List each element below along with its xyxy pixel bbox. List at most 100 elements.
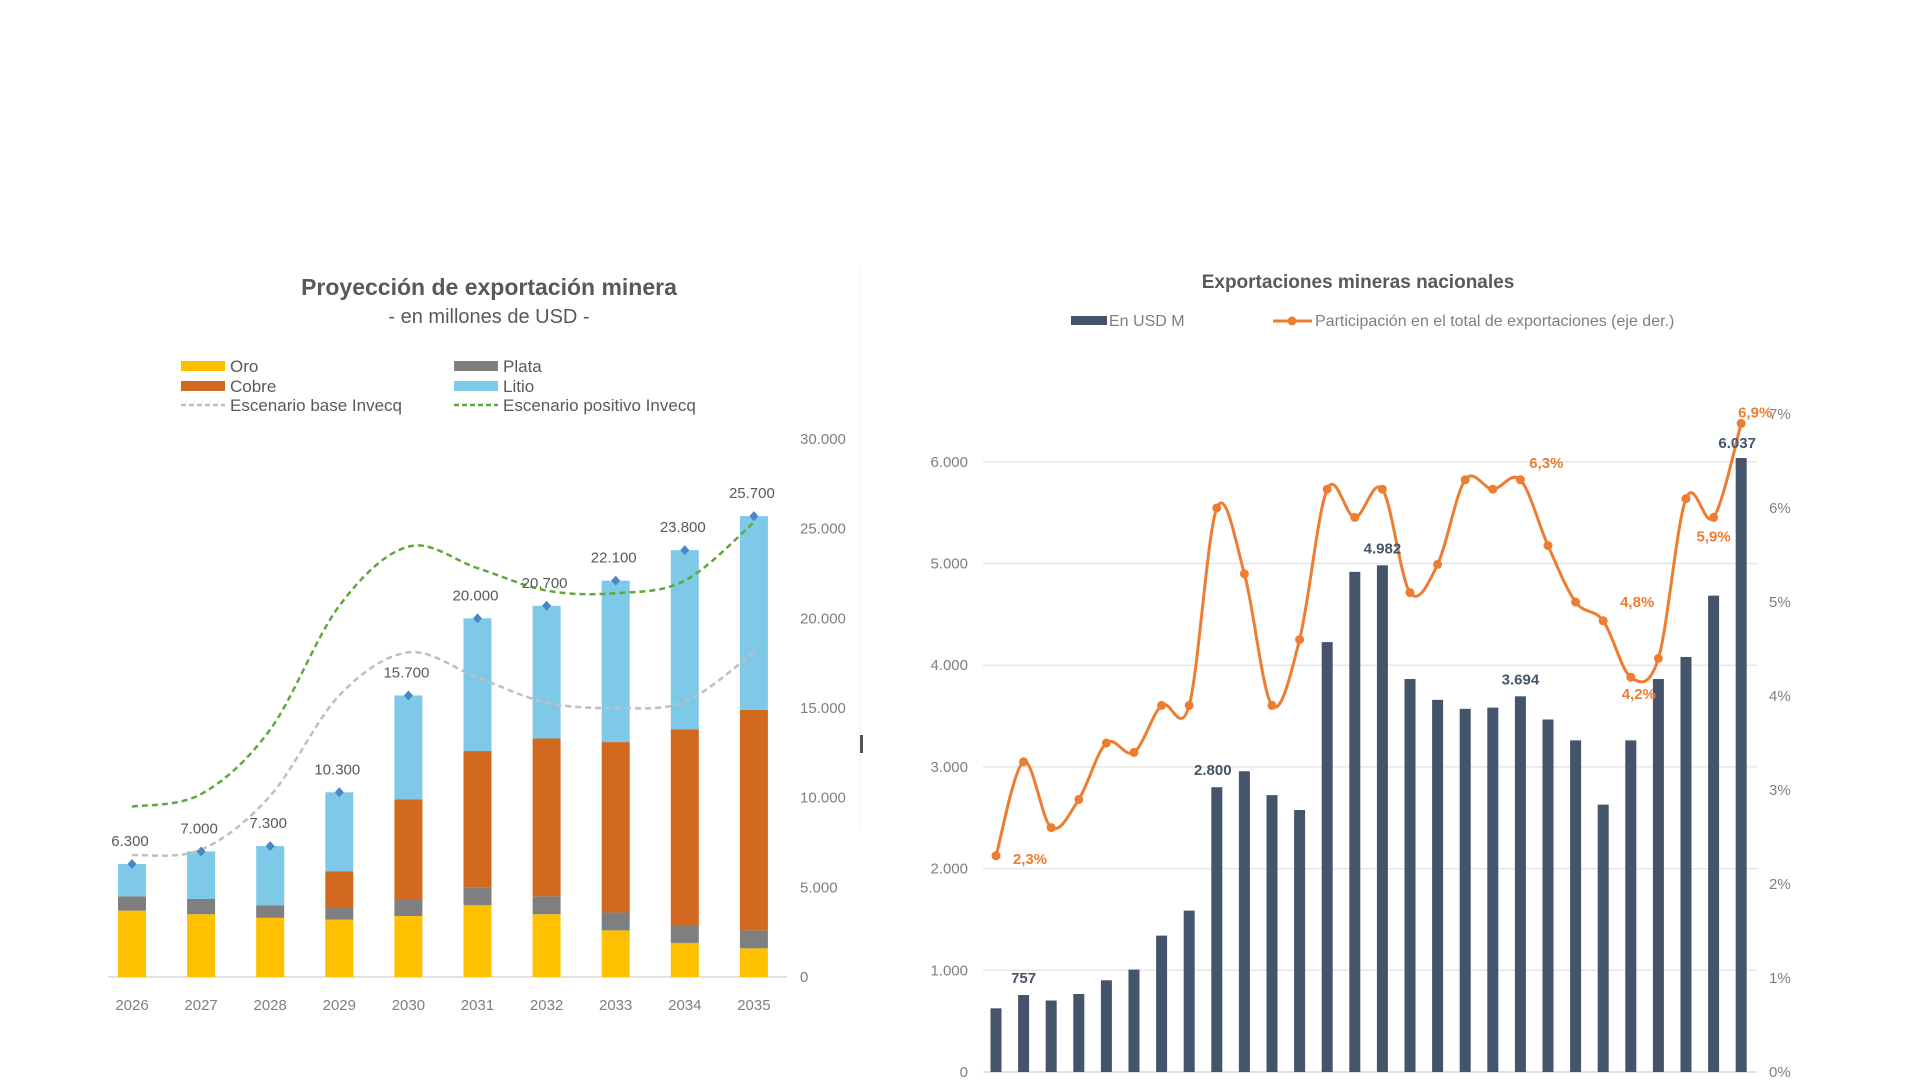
bar-plata-2035 — [739, 930, 768, 949]
bar-oro-2035 — [739, 948, 768, 977]
bar-usd-2002 — [1100, 980, 1112, 1072]
point-participacion-2025 — [1736, 418, 1746, 428]
line-data-label: 4,8% — [1620, 594, 1654, 611]
right-y-right-tick: 3% — [1769, 782, 1791, 799]
bar-data-label: 2.800 — [1194, 762, 1232, 779]
bar-usd-2004 — [1156, 935, 1168, 1072]
total-marker — [196, 846, 206, 857]
bar-cobre-2031 — [463, 751, 492, 888]
bar-usd-2020 — [1597, 804, 1609, 1072]
line-data-label: 2,3% — [1013, 851, 1047, 868]
point-participacion-2011 — [1350, 512, 1360, 522]
bar-plata-2032 — [532, 896, 561, 915]
total-marker — [473, 613, 482, 624]
point-participacion-2010 — [1322, 484, 1332, 494]
bar-oro-2029 — [325, 919, 354, 977]
left-x-tick: 2034 — [668, 997, 701, 1014]
left-x-tick: 2031 — [461, 997, 494, 1014]
right-y-left-tick: 4.000 — [930, 657, 968, 674]
right-y-left-tick: 5.000 — [930, 556, 968, 573]
bar-usd-2011 — [1349, 571, 1361, 1072]
right-chart-title: Exportaciones mineras nacionales — [1202, 272, 1515, 293]
total-label: 7.000 — [180, 820, 218, 837]
point-participacion-2012 — [1377, 484, 1387, 494]
legend-label-plata: Plata — [503, 357, 542, 376]
left-x-tick: 2035 — [737, 997, 770, 1014]
bar-usd-2024 — [1708, 595, 1720, 1072]
bar-cobre-2029 — [325, 871, 354, 908]
divider-handle — [860, 735, 863, 753]
left-y-tick: 30.000 — [800, 431, 846, 448]
legend-label-cobre: Cobre — [230, 377, 276, 396]
bar-oro-2031 — [463, 905, 492, 977]
bar-usd-1999 — [1018, 995, 1030, 1072]
right-y-right-tick: 7% — [1769, 406, 1791, 423]
bar-usd-2008 — [1266, 795, 1278, 1072]
bar-cobre-2035 — [739, 709, 768, 931]
left-x-tick: 2033 — [599, 997, 632, 1014]
bar-usd-2003 — [1128, 969, 1140, 1072]
point-participacion-2014 — [1433, 559, 1443, 569]
legend-label-participacion: Participación en el total de exportacion… — [1315, 313, 1674, 330]
bar-cobre-2033 — [601, 742, 630, 913]
bar-plata-2029 — [325, 907, 354, 920]
bar-usd-1998 — [990, 1008, 1002, 1072]
total-label: 20.000 — [453, 587, 499, 604]
bar-usd-2014 — [1432, 699, 1444, 1072]
bar-usd-2015 — [1459, 708, 1471, 1072]
left-x-tick: 2026 — [115, 997, 148, 1014]
left-x-tick: 2028 — [254, 997, 287, 1014]
total-label: 15.700 — [383, 664, 429, 681]
bar-usd-2017 — [1514, 696, 1526, 1072]
point-participacion-2007 — [1239, 569, 1249, 579]
bar-litio-2035 — [739, 516, 768, 710]
point-participacion-2005 — [1184, 700, 1194, 710]
legend-marker-participacion — [1287, 316, 1297, 326]
bar-usd-2007 — [1238, 771, 1250, 1072]
total-label: 25.700 — [729, 485, 775, 502]
total-marker — [680, 545, 690, 556]
left-chart-title: Proyección de exportación minera — [301, 274, 677, 300]
bar-oro-2033 — [601, 930, 630, 977]
total-marker — [334, 787, 344, 798]
bar-data-label: 757 — [1011, 970, 1036, 987]
line-data-label: 4,2% — [1622, 686, 1656, 703]
bar-plata-2034 — [670, 924, 699, 943]
bar-data-label: 4.982 — [1364, 540, 1402, 557]
left-plot-area: 0 5.000 10.000 15.000 20.000 25.000 30.000 2026… — [108, 431, 846, 1014]
bar-litio-2030 — [394, 695, 423, 800]
left-y-tick: 20.000 — [800, 610, 846, 627]
left-legend: Oro Cobre Escenario base Invecq Plata Li… — [181, 357, 696, 415]
total-marker — [749, 511, 759, 522]
point-participacion-2024 — [1709, 512, 1719, 522]
point-participacion-1998 — [991, 851, 1001, 861]
left-y-tick: 15.000 — [800, 700, 846, 717]
bar-usd-2001 — [1073, 993, 1085, 1072]
point-participacion-2008 — [1267, 700, 1277, 710]
bar-usd-2023 — [1680, 656, 1692, 1072]
total-marker — [611, 575, 621, 586]
legend-swatch-oro — [181, 361, 225, 371]
bar-data-label: 6.037 — [1718, 435, 1756, 452]
right-y-right-tick: 4% — [1769, 688, 1791, 705]
bar-oro-2028 — [256, 917, 285, 977]
total-label: 23.800 — [660, 519, 706, 536]
legend-swatch-plata — [454, 361, 498, 371]
left-x-tick: 2030 — [392, 997, 425, 1014]
right-y-left-tick: 6.000 — [930, 454, 968, 471]
legend-swatch-usd — [1071, 316, 1107, 325]
point-participacion-2017 — [1515, 475, 1525, 485]
point-participacion-1999 — [1019, 757, 1029, 767]
legend-label-positivo: Escenario positivo Invecq — [503, 396, 696, 415]
point-participacion-2016 — [1488, 484, 1498, 494]
point-participacion-2020 — [1598, 616, 1608, 626]
bar-usd-2012 — [1376, 565, 1388, 1072]
bar-cobre-2034 — [670, 729, 699, 925]
point-participacion-2006 — [1212, 503, 1222, 513]
line-data-label: 6,3% — [1529, 455, 1563, 472]
right-plot-area: 0 1.000 2.000 3.000 4.000 5.000 6.000 0% 1% 2% 3% 4… — [930, 404, 1791, 1085]
bar-usd-2018 — [1542, 719, 1554, 1072]
bar-litio-2026 — [118, 864, 146, 897]
total-label: 20.700 — [522, 575, 568, 592]
